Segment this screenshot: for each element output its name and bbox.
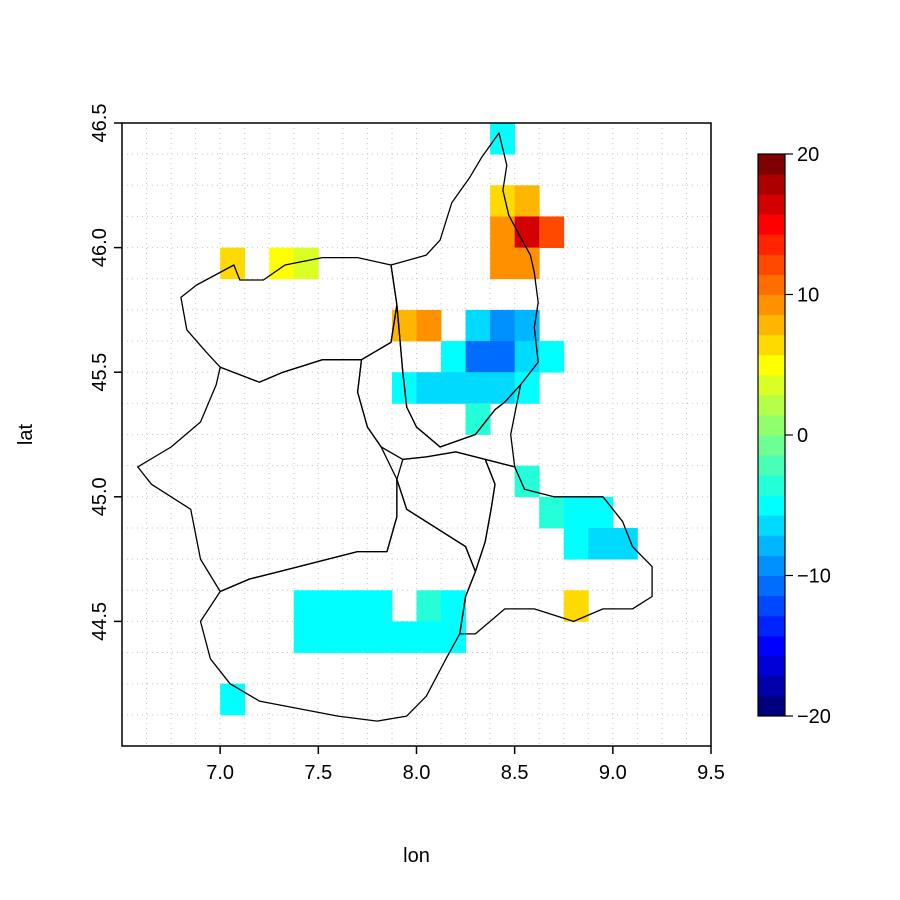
heatmap-cell <box>441 372 466 404</box>
heatmap-cell <box>514 372 540 404</box>
heatmap-cell <box>514 247 540 280</box>
colorbar-segment <box>758 294 785 316</box>
heatmap-cell <box>416 309 442 342</box>
heatmap-cell <box>220 247 246 280</box>
colorbar-segment <box>758 354 785 376</box>
colorbar-segment <box>758 635 785 657</box>
region-outlines <box>137 132 653 722</box>
colorbar-segment <box>758 374 785 396</box>
heatmap-cell <box>441 341 466 373</box>
x-tick-label: 9.0 <box>599 762 627 784</box>
colorbar-tick-label: −20 <box>797 706 831 728</box>
heatmap-cell <box>588 496 614 529</box>
heatmap-cell <box>539 216 565 248</box>
colorbar-segment <box>758 455 785 476</box>
heatmap-cell <box>539 341 565 373</box>
x-axis: 7.0 7.5 8.0 8.5 9.0 9.5 <box>206 746 725 784</box>
y-axis-title: lat <box>15 423 37 445</box>
colorbar-segment <box>758 334 785 356</box>
colorbar: −20 −10 0 10 20 <box>757 144 831 728</box>
colorbar-segment <box>758 174 785 195</box>
heatmap-cell <box>416 590 442 622</box>
y-tick-label: 45.5 <box>89 353 111 392</box>
heatmap-cell <box>293 590 319 622</box>
heatmap-cell <box>514 185 540 217</box>
heatmap-cell <box>465 341 491 373</box>
heatmap-cell <box>367 590 393 622</box>
x-tick-label: 8.5 <box>501 762 529 784</box>
colorbar-segment <box>758 234 785 255</box>
colorbar-segment <box>758 695 785 717</box>
colorbar-segment <box>758 675 785 697</box>
heatmap-cell <box>563 496 589 529</box>
colorbar-tick-label: −10 <box>797 566 831 588</box>
colorbar-segment <box>758 535 785 556</box>
colorbar-segment <box>758 595 785 617</box>
x-tick-label: 7.5 <box>304 762 332 784</box>
region-outline <box>459 458 653 635</box>
heatmap-cell <box>490 247 516 280</box>
heatmap-cell <box>490 341 516 373</box>
heatmap-cell <box>293 621 319 653</box>
heatmap-cell <box>490 372 516 404</box>
colorbar-segment <box>758 515 785 536</box>
heatmap-cell <box>465 372 491 404</box>
colorbar-tick-label: 20 <box>797 144 819 166</box>
y-axis: 44.5 45.0 45.5 46.0 46.5 <box>89 104 122 641</box>
colorbar-segment <box>758 194 785 215</box>
x-tick-label: 7.0 <box>206 762 234 784</box>
colorbar-segment <box>758 314 785 336</box>
heatmap-cell <box>514 216 540 248</box>
colorbar-segment <box>758 555 785 576</box>
heatmap-cell <box>514 341 540 373</box>
colorbar-segment <box>758 495 785 516</box>
heatmap-cell <box>220 683 246 716</box>
colorbar-tick-label: 10 <box>797 285 819 307</box>
x-axis-title: lon <box>403 845 430 867</box>
heatmap-cell <box>318 590 344 622</box>
heatmap-cell <box>416 372 442 404</box>
colorbar-segment <box>758 274 785 295</box>
region-outline <box>137 359 398 593</box>
heatmap-cell <box>490 309 516 342</box>
heatmap-cell <box>490 216 516 248</box>
heatmap-cell <box>342 590 368 622</box>
x-tick-label: 8.0 <box>403 762 431 784</box>
heatmap-cells <box>220 123 638 716</box>
region-outline <box>396 451 496 573</box>
colorbar-tick-label: 0 <box>797 425 808 447</box>
y-tick-label: 46.0 <box>89 228 111 267</box>
heatmap-cell <box>416 621 442 653</box>
y-tick-label: 45.0 <box>89 477 111 516</box>
heatmap-cell <box>441 621 466 653</box>
colorbar-segment <box>758 214 785 235</box>
colorbar-segment <box>758 615 785 637</box>
heatmap-cell <box>612 527 638 560</box>
colorbar-segment <box>758 475 785 496</box>
heatmap-cell <box>465 403 491 435</box>
heatmap-cell <box>391 309 417 342</box>
heatmap-cell <box>367 621 393 653</box>
heatmap-cell <box>391 621 417 653</box>
colorbar-segment <box>758 655 785 677</box>
colorbar-segment <box>758 254 785 275</box>
colorbar-segment <box>758 154 785 175</box>
heatmap-cell <box>588 527 614 560</box>
y-tick-label: 46.5 <box>89 104 111 143</box>
heatmap-cell <box>465 309 491 342</box>
heatmap-cell <box>342 621 368 653</box>
colorbar-segment <box>758 435 785 456</box>
heatmap-cell <box>293 247 319 280</box>
colorbar-segment <box>758 394 785 416</box>
x-tick-label: 9.5 <box>697 762 725 784</box>
colorbar-segment <box>758 575 785 597</box>
colorbar-segment <box>758 414 785 436</box>
heatmap-cell <box>318 621 344 653</box>
y-tick-label: 44.5 <box>89 602 111 641</box>
heatmap-cell <box>539 496 565 529</box>
heatmap-cell <box>563 527 589 560</box>
